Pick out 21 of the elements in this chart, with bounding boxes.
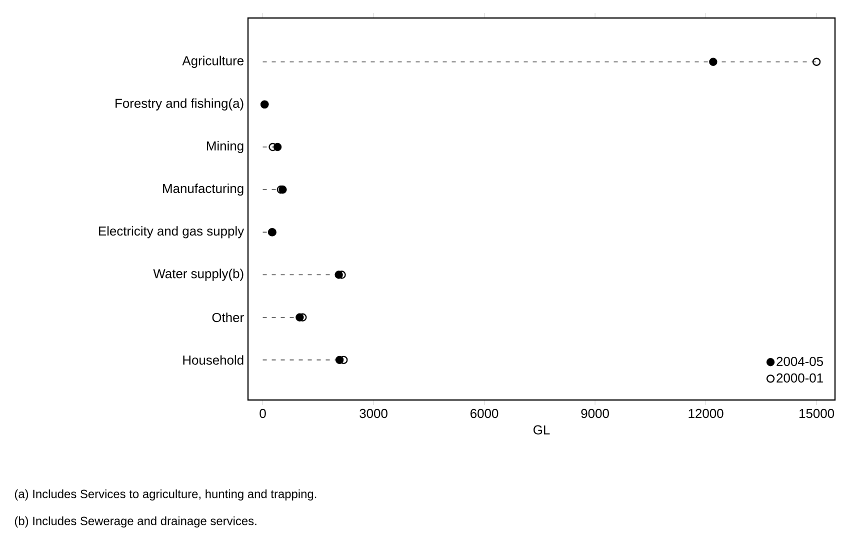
y-tick-label: Forestry and fishing(a) (116, 98, 244, 110)
y-tick-label: Water supply(b) (153, 268, 244, 281)
y-tick-label: Mining (207, 140, 244, 154)
legend-label: 2000-01 (776, 373, 823, 383)
x-tick-label: 0 (260, 408, 266, 418)
point (812, 58, 821, 66)
x-tick-label: 3000 (360, 408, 388, 418)
x-axis-title: GL (534, 425, 550, 434)
text: (a) Includes Services to agriculture, hunting and trapping. (14, 489, 316, 501)
x-tick-label: 12000 (688, 408, 724, 418)
point (709, 58, 718, 66)
y-tick-label: Electricity and gas supply (99, 226, 244, 238)
x-tick-label: 9000 (581, 408, 609, 418)
y-tick-label: Household (183, 355, 244, 365)
legend-label: 2004-05 (776, 356, 824, 366)
text: (b) Includes Sewerage and drainage services. (14, 516, 256, 528)
y-tick-label: Agriculture (182, 56, 244, 68)
x-tick-label: 15000 (800, 408, 834, 418)
y-tick-label: Other (212, 312, 244, 322)
x-tick-label: 6000 (470, 408, 498, 418)
y-tick-label: Manufacturing (163, 184, 244, 196)
